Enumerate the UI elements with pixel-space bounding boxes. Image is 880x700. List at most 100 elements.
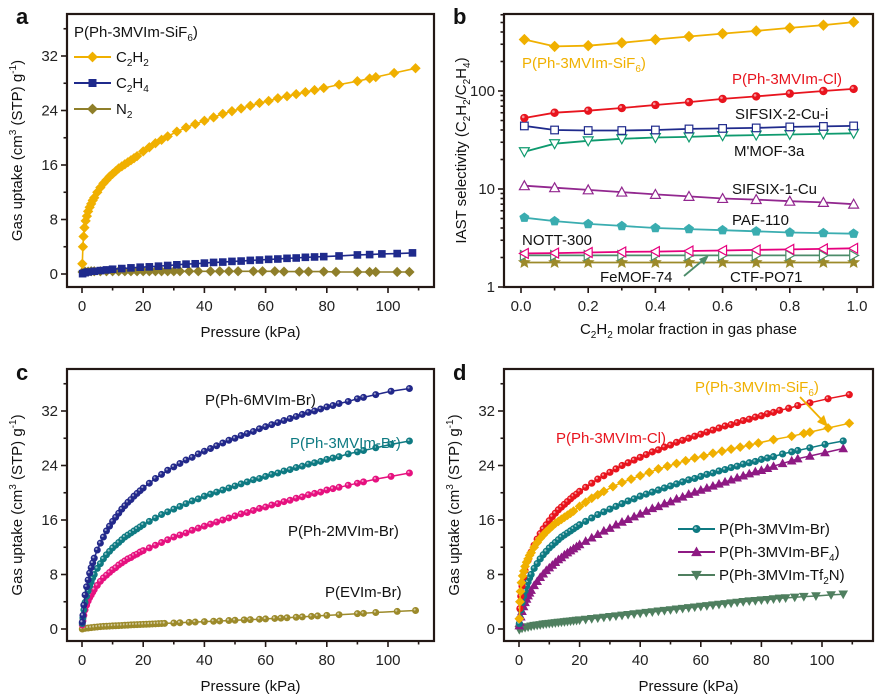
- data-point: [518, 247, 529, 260]
- data-point: [594, 510, 602, 519]
- data-point-highlight: [208, 492, 211, 495]
- series-annotation: P(Ph-3MVIm-SiF6​): [695, 379, 819, 399]
- data-point-highlight: [190, 528, 193, 531]
- data-point: [703, 470, 711, 478]
- data-point-highlight: [86, 577, 89, 581]
- data-point-highlight: [407, 438, 410, 442]
- data-point: [317, 488, 325, 496]
- data-point-highlight: [553, 540, 556, 543]
- data-point: [789, 593, 800, 603]
- data-point-highlight: [122, 503, 125, 506]
- data-point-highlight: [787, 91, 790, 94]
- data-point-highlight: [583, 519, 586, 522]
- data-point: [84, 576, 92, 584]
- data-point: [319, 252, 328, 261]
- data-point: [170, 463, 178, 471]
- data-point: [264, 255, 273, 264]
- data-point: [246, 616, 254, 624]
- series-annotation: NOTT-300: [522, 232, 592, 249]
- data-point-highlight: [193, 620, 196, 623]
- data-point-highlight: [822, 442, 826, 445]
- data-point: [575, 487, 584, 495]
- data-point: [268, 470, 276, 478]
- data-point-highlight: [541, 552, 544, 555]
- data-point-highlight: [214, 520, 217, 523]
- data-point: [689, 603, 700, 613]
- panel-d: 0 20 40 60 80 100 0 8 16 24 32 Pressure (kPa) Gas up…: [445, 367, 875, 695]
- data-point: [158, 470, 166, 478]
- y-tick-label: 8: [487, 567, 495, 584]
- data-point: [281, 91, 293, 102]
- data-point-highlight: [692, 434, 695, 437]
- data-point-highlight: [217, 618, 220, 622]
- data-point-highlight: [626, 498, 629, 502]
- x-tick-label: 80: [318, 652, 335, 669]
- x-tick-label: 100: [375, 652, 400, 669]
- data-point: [329, 454, 337, 462]
- data-point: [404, 266, 415, 278]
- data-point: [847, 242, 859, 255]
- data-point-highlight: [662, 445, 665, 448]
- data-point: [208, 112, 219, 123]
- data-point: [684, 124, 694, 134]
- data-point: [650, 125, 660, 135]
- data-point-highlight: [789, 449, 792, 453]
- data-point-highlight: [771, 410, 774, 413]
- data-point: [139, 521, 147, 529]
- y-tick-label: 0: [50, 266, 58, 283]
- data-point: [592, 489, 603, 500]
- data-point-highlight: [337, 401, 340, 404]
- data-point: [164, 508, 172, 516]
- data-point-highlight: [89, 565, 92, 568]
- data-point: [666, 441, 675, 449]
- data-point-highlight: [202, 449, 205, 452]
- data-point-highlight: [300, 494, 303, 497]
- data-point-highlight: [318, 406, 321, 410]
- data-point: [594, 475, 602, 483]
- data-point: [784, 227, 795, 237]
- series-p-ph-3mvim-sif6-: [514, 418, 855, 624]
- data-point-highlight: [389, 474, 392, 477]
- data-point-highlight: [324, 613, 327, 616]
- y-tick-label: 24: [41, 458, 58, 475]
- data-point-highlight: [389, 389, 392, 392]
- data-point-highlight: [577, 489, 580, 492]
- data-point-highlight: [716, 425, 720, 429]
- data-point: [630, 495, 638, 503]
- data-point-highlight: [847, 392, 850, 395]
- data-point-highlight: [104, 573, 107, 576]
- data-point-highlight: [562, 502, 565, 505]
- x-axis-label: C2​H2​ molar fraction in gas phase: [580, 321, 797, 341]
- data-point: [671, 458, 682, 469]
- data-point-highlight: [138, 488, 141, 491]
- data-point: [617, 103, 626, 113]
- data-point: [727, 463, 735, 472]
- data-point: [838, 443, 849, 453]
- data-point-highlight: [80, 620, 83, 623]
- data-point-highlight: [98, 541, 101, 544]
- x-tick-label: 20: [135, 298, 152, 315]
- data-point-highlight: [101, 535, 104, 538]
- data-point-highlight: [361, 479, 364, 483]
- data-point: [726, 599, 736, 609]
- data-point: [744, 440, 755, 450]
- series-sifsix-1-cu: [518, 179, 860, 209]
- data-point: [671, 605, 682, 615]
- data-point-highlight: [585, 108, 589, 111]
- data-point-highlight: [395, 609, 398, 612]
- data-point-highlight: [607, 470, 611, 473]
- data-point: [685, 476, 693, 484]
- data-point: [225, 436, 233, 444]
- data-point: [518, 147, 531, 158]
- annotations: P(Ph-6MVIm-Br) P(Ph-3MVIm-Br) P(Ph-2MVIm-B…: [205, 392, 402, 601]
- data-point-highlight: [747, 460, 750, 463]
- data-point-highlight: [92, 556, 95, 559]
- data-point: [170, 619, 178, 627]
- data-point: [235, 103, 247, 114]
- data-point-highlight: [807, 445, 811, 448]
- y-tick-label: 16: [41, 512, 58, 529]
- data-point-highlight: [226, 438, 230, 441]
- y-tick-label: 16: [41, 157, 58, 174]
- data-point: [672, 480, 681, 488]
- data-point: [606, 468, 614, 476]
